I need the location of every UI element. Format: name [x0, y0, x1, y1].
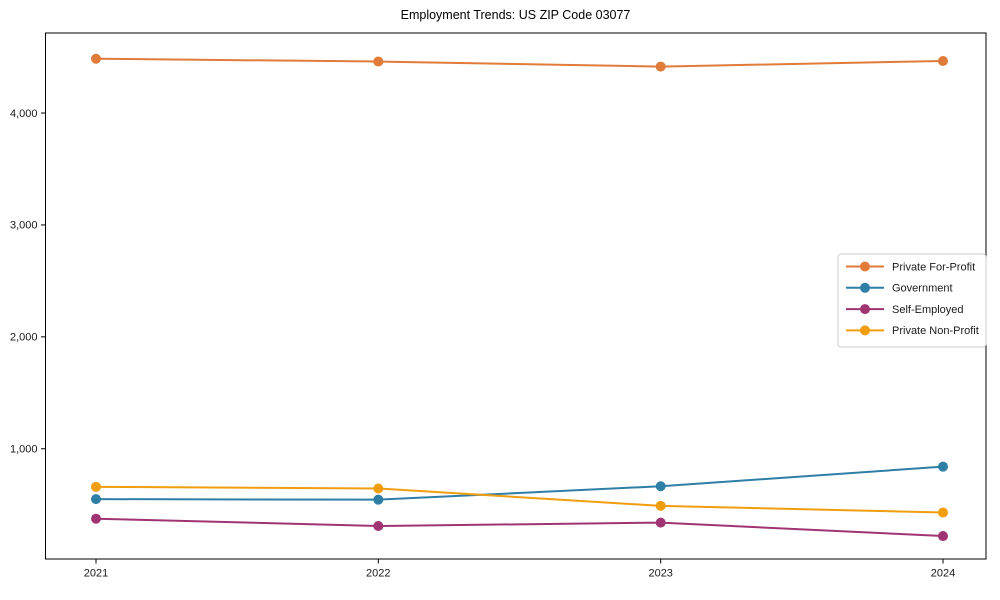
series-government [91, 461, 948, 505]
legend-label: Self-Employed [892, 304, 964, 316]
series-line-private-for-profit [95, 57, 944, 68]
data-point-private-for-profit-2022 [373, 56, 384, 67]
data-point-government-2021 [91, 494, 101, 505]
data-point-self-employed-2024 [938, 531, 948, 542]
data-point-private-for-profit-2023 [655, 61, 666, 72]
series-self-employed [91, 513, 948, 542]
series-private-for-profit [91, 53, 948, 72]
legend-item-government: Government [846, 283, 953, 295]
data-point-private-non-profit-2023 [655, 500, 666, 511]
data-point-private-non-profit-2024 [938, 507, 948, 518]
y-axis-tick-label: 3,000 [10, 220, 38, 232]
legend-marker-icon [860, 304, 870, 315]
series-line-government [95, 465, 944, 501]
legend-box [837, 253, 987, 348]
data-point-self-employed-2022 [373, 520, 384, 531]
data-point-private-non-profit-2022 [373, 483, 384, 494]
legend-label: Government [892, 283, 953, 295]
series-line-self-employed [95, 517, 944, 538]
series-line-private-non-profit [95, 485, 944, 514]
x-axis-tick-label: 2024 [931, 568, 955, 580]
data-point-government-2024 [938, 461, 948, 472]
legend-item-self-employed: Self-Employed [846, 304, 964, 316]
data-point-government-2022 [373, 494, 384, 505]
data-point-government-2023 [655, 481, 666, 492]
data-point-private-for-profit-2021 [91, 53, 101, 64]
y-axis-tick-label: 2,000 [10, 332, 38, 344]
chart-title: Employment Trends: US ZIP Code 03077 [400, 8, 631, 22]
legend-marker-icon [860, 261, 870, 272]
legend: Private For-Profit Government Self-Employe… [837, 253, 987, 348]
data-point-private-for-profit-2024 [938, 55, 948, 66]
data-point-self-employed-2023 [655, 517, 666, 528]
data-point-private-non-profit-2021 [91, 481, 101, 492]
series-private-non-profit [91, 481, 948, 518]
legend-label: Private For-Profit [892, 261, 975, 273]
legend-item-private-for-profit: Private For-Profit [846, 261, 975, 273]
y-axis-tick-label: 1,000 [10, 444, 38, 456]
x-axis-tick-label: 2022 [366, 568, 390, 580]
x-axis-tick-label: 2023 [648, 568, 672, 580]
x-axis-tick-label: 2021 [84, 568, 108, 580]
legend-marker-icon [860, 282, 870, 293]
legend-marker-icon [860, 325, 870, 336]
legend-label: Private Non-Profit [892, 325, 979, 337]
data-point-self-employed-2021 [91, 513, 101, 524]
legend-item-private-non-profit: Private Non-Profit [846, 325, 979, 337]
y-axis-tick-label: 4,000 [10, 108, 38, 120]
